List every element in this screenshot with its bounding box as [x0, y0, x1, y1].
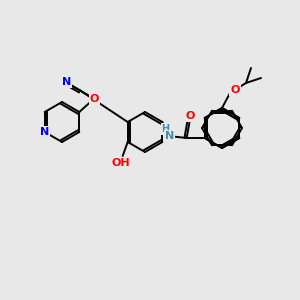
- Text: N: N: [61, 77, 71, 87]
- Text: O: O: [89, 94, 99, 103]
- Text: N: N: [40, 127, 49, 137]
- Text: O: O: [186, 111, 195, 121]
- Text: OH: OH: [111, 158, 130, 168]
- Text: N: N: [165, 131, 174, 141]
- Text: O: O: [230, 85, 240, 95]
- Text: H: H: [162, 124, 170, 134]
